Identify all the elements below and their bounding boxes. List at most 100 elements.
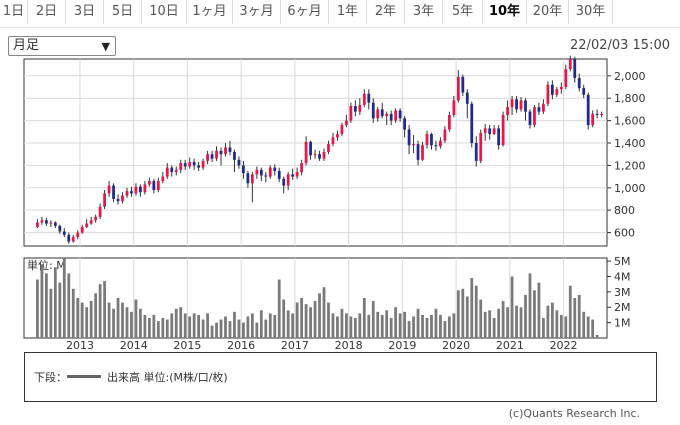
tab-10[interactable]: 3年	[405, 0, 443, 24]
candle-body	[197, 165, 201, 168]
stock-chart: 2013 2014 2015 2016 2017 2018 2019 2020 2021 2022…	[23, 55, 646, 352]
candle-body	[376, 109, 380, 119]
candle-body	[506, 107, 509, 115]
tab-7[interactable]: 6ヶ月	[281, 0, 329, 24]
candle-body	[67, 234, 71, 242]
tab-6[interactable]: 3ヶ月	[233, 0, 281, 24]
volume-bar	[71, 288, 75, 338]
candle-body	[112, 185, 115, 199]
volume-bar	[116, 298, 120, 338]
x-tick-label: 2020	[442, 339, 470, 352]
tab-3[interactable]: 5日	[104, 0, 142, 24]
volume-bar	[174, 308, 178, 338]
x-tick-label: 2016	[227, 339, 255, 352]
candle-body	[116, 198, 120, 202]
candle-body	[139, 186, 142, 193]
tab-13[interactable]: 20年	[527, 0, 569, 24]
copyright-credit: (c)Quants Research Inc.	[508, 407, 640, 420]
volume-bar	[125, 307, 129, 338]
candle-body	[501, 114, 505, 146]
volume-bar	[515, 305, 518, 338]
volume-bar	[412, 316, 415, 338]
candle-body	[291, 174, 295, 177]
legend-text: 出来高 単位:(M株/口/枚)	[107, 371, 228, 384]
volume-bar	[242, 322, 245, 338]
candle-body	[134, 186, 138, 194]
candle-body	[403, 118, 406, 130]
candle-body	[528, 111, 532, 126]
volume-bar	[331, 313, 335, 338]
volume-tick-label: 4M	[614, 270, 631, 283]
volume-bar	[492, 318, 496, 338]
volume-bar	[345, 313, 348, 338]
candle-body	[219, 150, 223, 155]
candle-body	[533, 107, 536, 126]
candle-body	[130, 191, 133, 194]
volume-bar	[595, 334, 599, 338]
volume-bar	[273, 314, 277, 338]
volume-bar	[304, 304, 308, 338]
candle-body	[107, 185, 111, 194]
tab-4[interactable]: 10日	[142, 0, 187, 24]
volume-bar	[519, 307, 523, 338]
volume-bar	[139, 308, 142, 338]
volume-bar	[564, 316, 568, 338]
volume-bar	[250, 313, 254, 338]
volume-bar	[206, 313, 209, 338]
x-tick-label: 2021	[496, 339, 524, 352]
volume-bar	[45, 273, 48, 338]
interval-select[interactable]: 月足 ▼	[8, 36, 116, 56]
candle-body	[233, 151, 236, 160]
candle-body	[161, 176, 165, 182]
candle-body	[322, 151, 326, 159]
volume-bar	[398, 313, 402, 338]
tab-8[interactable]: 1年	[329, 0, 367, 24]
volume-bar	[353, 318, 357, 338]
candle-body	[474, 142, 478, 161]
candle-body	[71, 237, 75, 242]
candle-body	[327, 144, 330, 152]
volume-bar	[582, 311, 586, 338]
candle-body	[121, 195, 124, 202]
volume-bar	[309, 307, 312, 338]
tab-0[interactable]: 1日	[0, 0, 28, 24]
volume-bar	[389, 318, 393, 338]
candle-body	[201, 160, 205, 168]
tab-5[interactable]: 1ヶ月	[187, 0, 233, 24]
candle-body	[524, 100, 527, 112]
volume-bar	[367, 314, 371, 338]
tab-12[interactable]: 10年	[483, 0, 527, 24]
x-tick-label: 2014	[120, 339, 148, 352]
volume-bar	[179, 307, 183, 338]
candle-body	[89, 220, 93, 224]
volume-bar	[439, 314, 442, 338]
candle-body	[125, 191, 129, 196]
x-tick-label: 2022	[550, 339, 578, 352]
volume-bar	[394, 307, 398, 338]
candle-body	[103, 193, 106, 207]
candle-body	[304, 141, 308, 164]
volume-bar	[546, 305, 550, 338]
tab-11[interactable]: 5年	[443, 0, 483, 24]
legend-lead: 下段：	[34, 371, 67, 384]
y-tick-label: 2,000	[614, 70, 646, 83]
tab-9[interactable]: 2年	[367, 0, 405, 24]
candle-body	[210, 154, 214, 159]
volume-bar	[121, 302, 124, 338]
candle-body	[147, 181, 151, 185]
candle-body	[156, 181, 160, 191]
candle-body	[336, 134, 339, 138]
candle-body	[394, 110, 398, 121]
volume-tick-label: 1M	[614, 317, 631, 330]
tab-14[interactable]: 30年	[569, 0, 613, 24]
volume-bar	[94, 293, 98, 338]
candle-body	[49, 222, 53, 224]
candle-body	[277, 170, 281, 179]
volume-bar	[577, 294, 581, 338]
tab-2[interactable]: 3日	[66, 0, 104, 24]
candle-body	[582, 88, 586, 95]
candle-body	[412, 144, 415, 146]
tab-1[interactable]: 2日	[28, 0, 66, 24]
volume-bar	[134, 299, 138, 338]
candle-body	[295, 172, 299, 177]
